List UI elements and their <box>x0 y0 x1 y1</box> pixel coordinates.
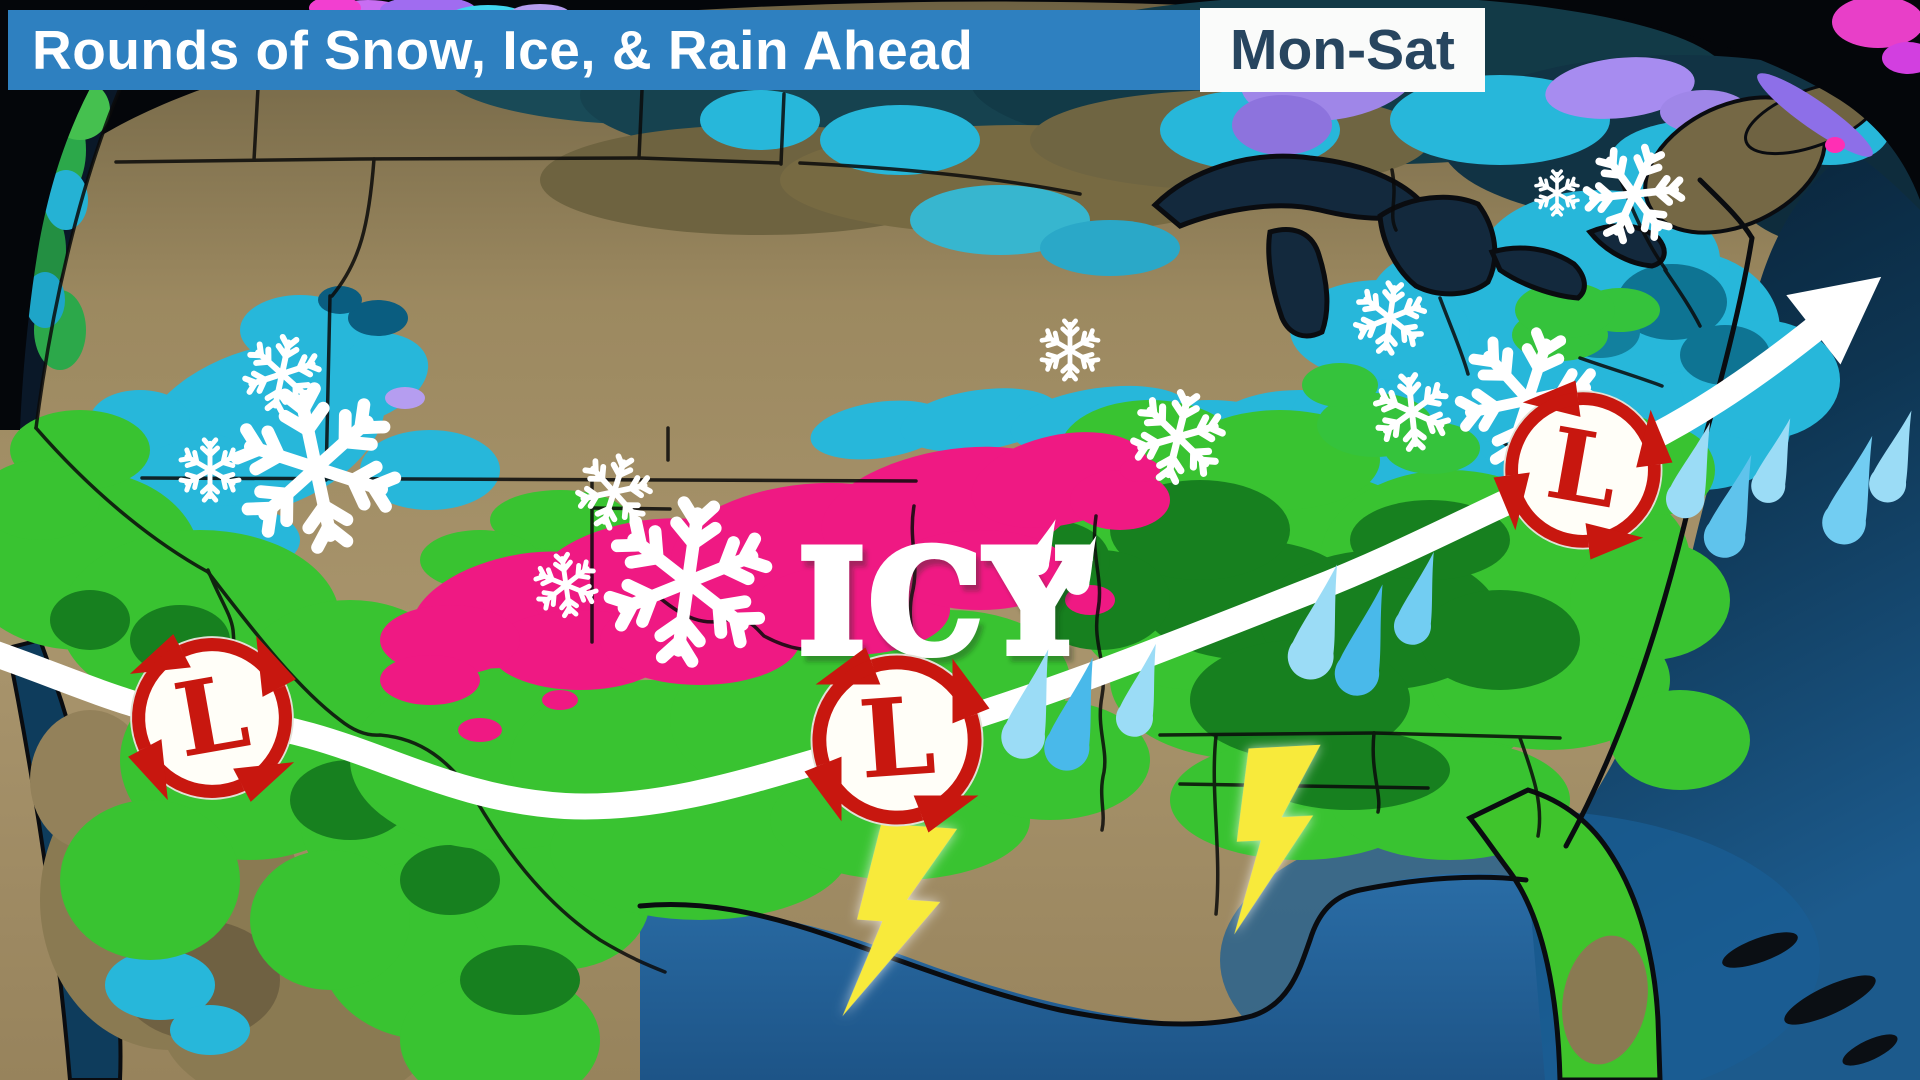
title-banner: Rounds of Snow, Ice, & Rain Ahead Mon-Sa… <box>8 8 1485 92</box>
bahamas-islands <box>1722 932 1898 1066</box>
lake-huron <box>1377 194 1498 297</box>
lake-erie <box>1488 245 1587 301</box>
state-borders <box>34 82 1702 974</box>
florida <box>1466 787 1663 1080</box>
storm-track-arrowhead <box>1786 276 1882 365</box>
date-range-badge: Mon-Sat <box>1200 8 1485 92</box>
lake-michigan <box>1266 227 1330 339</box>
gulf-of-mexico <box>640 873 1545 1080</box>
low-pressure-icon <box>805 648 990 833</box>
headline-text: Rounds of Snow, Ice, & Rain Ahead <box>8 10 1200 90</box>
space-corners <box>0 0 1920 430</box>
